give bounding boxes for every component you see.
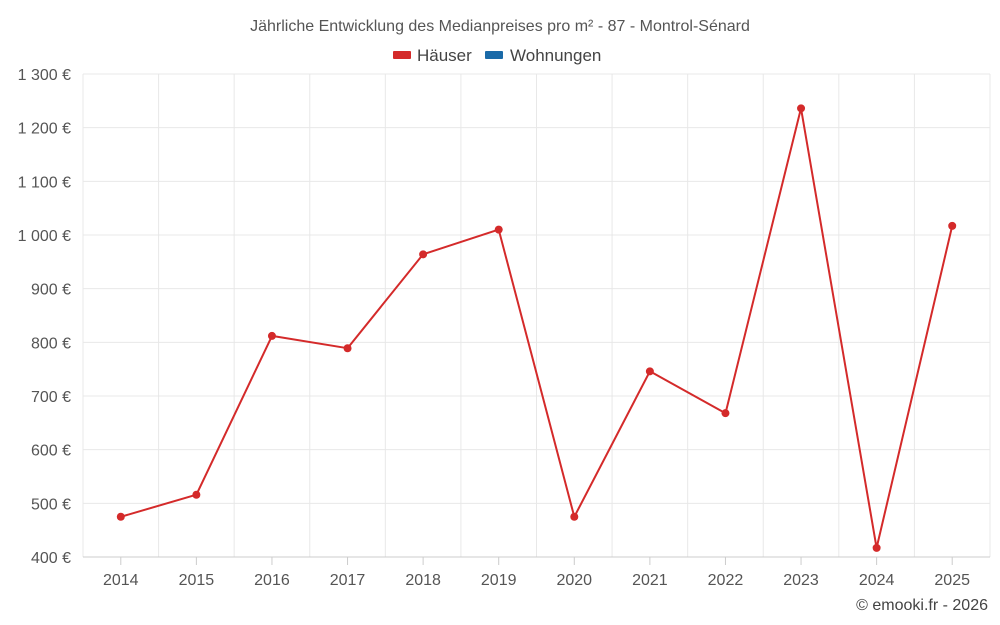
x-axis: 2014 2015 2016 2017 2018 2019 2020 2021 2022 2023… [83, 556, 990, 589]
data-point[interactable] [116, 512, 125, 521]
data-point[interactable] [570, 512, 579, 521]
legend-item-houses[interactable]: Häuser [393, 46, 472, 65]
legend-label-houses: Häuser [417, 46, 472, 65]
x-tick-label: 2023 [783, 572, 819, 589]
legend-item-apartments[interactable]: Wohnungen [485, 46, 601, 65]
data-point[interactable] [872, 543, 881, 552]
data-point[interactable] [721, 409, 730, 418]
x-tick-label: 2016 [254, 572, 290, 589]
x-tick-label: 2025 [934, 572, 970, 589]
y-tick-label: 800 € [31, 335, 71, 352]
y-tick-label: 1 100 € [18, 174, 71, 191]
x-tick-label: 2018 [405, 572, 441, 589]
x-tick-label: 2014 [103, 572, 139, 589]
data-point[interactable] [645, 367, 654, 376]
y-axis: 400 € 500 € 600 € 700 € 800 € 900 € 1 000 € 1 1… [18, 67, 71, 567]
x-tick-label: 2020 [556, 572, 592, 589]
legend: Häuser Wohnungen [393, 46, 601, 65]
y-tick-label: 500 € [31, 496, 71, 513]
x-tick-label: 2021 [632, 572, 668, 589]
series-line [120, 107, 954, 549]
data-point[interactable] [494, 225, 503, 234]
legend-swatch-apartments [485, 51, 503, 59]
y-tick-label: 1 200 € [18, 121, 71, 138]
x-tick-label: 2024 [859, 572, 895, 589]
x-tick-label: 2019 [481, 572, 517, 589]
grid [82, 73, 991, 558]
data-point[interactable] [948, 221, 957, 230]
y-tick-label: 600 € [31, 443, 71, 460]
plot-area [116, 104, 957, 552]
x-tick-label: 2015 [179, 572, 215, 589]
legend-label-apartments: Wohnungen [510, 46, 601, 65]
y-tick-label: 900 € [31, 282, 71, 299]
x-tick-label: 2017 [330, 572, 366, 589]
data-point[interactable] [267, 331, 276, 340]
data-point[interactable] [797, 104, 806, 113]
x-tick-label: 2022 [708, 572, 744, 589]
y-tick-label: 1 300 € [18, 67, 71, 84]
y-tick-label: 400 € [31, 550, 71, 567]
data-point[interactable] [343, 344, 352, 353]
data-point[interactable] [419, 250, 428, 259]
y-tick-label: 1 000 € [18, 228, 71, 245]
data-point[interactable] [192, 490, 201, 499]
legend-swatch-houses [393, 51, 411, 59]
chart-title: Jährliche Entwicklung des Medianpreises … [250, 18, 750, 35]
y-tick-label: 700 € [31, 389, 71, 406]
credit-text: © emooki.fr - 2026 [856, 597, 988, 614]
